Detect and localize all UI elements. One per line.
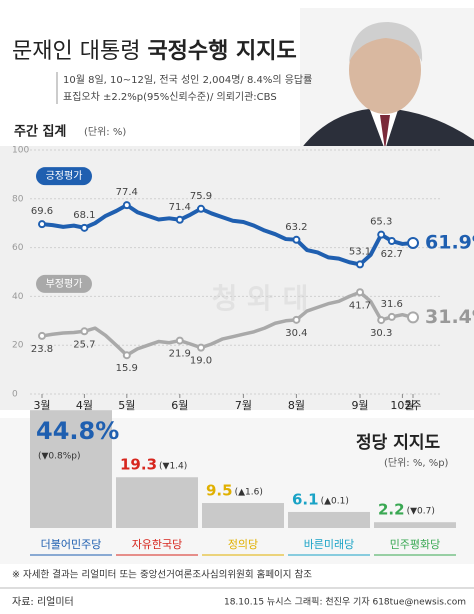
category-label: 더불어민주당 xyxy=(41,538,102,551)
value-label: 65.3 xyxy=(370,217,392,228)
point-marker xyxy=(292,235,301,244)
value-label: 69.6 xyxy=(31,206,53,217)
point-marker xyxy=(38,220,46,229)
x-tick-label: 6월 xyxy=(171,399,188,412)
point-marker xyxy=(356,260,364,269)
y-tick-label: 20 xyxy=(12,341,24,351)
x-tick-label: 5월 xyxy=(118,399,135,412)
title-light: 문재인 대통령 xyxy=(12,39,140,64)
y-tick-label: 60 xyxy=(12,243,24,253)
value-label: 68.1 xyxy=(73,210,95,221)
value-label: 41.7 xyxy=(349,300,371,311)
x-tick-label: 10월 xyxy=(390,399,414,412)
point-marker xyxy=(197,204,205,213)
point-marker xyxy=(407,236,419,249)
point-marker xyxy=(175,215,184,224)
value-label: 23.8 xyxy=(31,344,53,355)
category-label: 정의당 xyxy=(228,538,258,551)
point-marker xyxy=(122,201,131,210)
series-line xyxy=(41,203,414,267)
value-label: 15.9 xyxy=(116,363,138,374)
bar-unit: (단위: %, %p) xyxy=(384,456,449,469)
legend-label: 부정평가 xyxy=(46,278,83,290)
point-marker xyxy=(387,312,396,321)
value-label: 9.5 xyxy=(206,482,233,500)
bar xyxy=(374,522,456,528)
legend-badge xyxy=(36,274,92,293)
value-label: 44.8% xyxy=(36,417,119,445)
point-marker xyxy=(377,316,386,325)
line-title: 주간 집계 xyxy=(14,124,66,140)
point-marker xyxy=(292,315,301,324)
category-label: 민주평화당 xyxy=(390,538,441,551)
value-label: 21.9 xyxy=(169,349,191,360)
source: 자료: 리얼미터 xyxy=(12,596,74,608)
point-marker xyxy=(175,336,184,345)
title-bold: 국정수행 지지도 xyxy=(147,39,296,64)
note: ※ 자세한 결과는 리얼미터 또는 중앙선거여론조사심의위원회 홈페이지 참조 xyxy=(12,569,312,581)
category-label: 바른미래당 xyxy=(304,538,355,551)
bar xyxy=(116,477,198,528)
change-label: (▲0.1) xyxy=(321,496,349,506)
credit: 18.10.15 뉴시스 그래픽: 천진우 기자 618tue@newsis.c… xyxy=(224,597,466,608)
x-tick-label: 2주 xyxy=(404,399,421,412)
y-tick-label: 40 xyxy=(12,292,24,302)
point-marker xyxy=(387,237,396,246)
value-label: 77.4 xyxy=(116,187,138,198)
point-marker xyxy=(377,230,386,239)
change-label: (▼1.4) xyxy=(159,462,187,472)
point-marker xyxy=(356,288,364,297)
bar xyxy=(288,511,370,528)
point-marker xyxy=(122,351,131,360)
line-unit: (단위: %) xyxy=(84,125,126,138)
value-label: 71.4 xyxy=(169,202,191,213)
point-marker xyxy=(407,311,419,324)
value-label: 75.9 xyxy=(190,191,212,202)
legend-label: 긍정평가 xyxy=(46,170,83,182)
point-marker xyxy=(80,223,89,232)
value-label: 31.4% xyxy=(425,306,474,328)
y-tick-label: 100 xyxy=(12,146,29,156)
change-label: (▲1.6) xyxy=(235,488,263,498)
x-tick-label: 3월 xyxy=(33,399,50,412)
value-label: 30.4 xyxy=(285,328,307,339)
category-label: 자유한국당 xyxy=(132,538,183,551)
y-tick-label: 0 xyxy=(12,390,18,400)
point-marker xyxy=(197,343,205,352)
x-tick-label: 8월 xyxy=(288,399,305,412)
subtitle: 표집오차 ±2.2%p(95%신뢰수준)/ 의뢰기관:CBS xyxy=(63,91,277,103)
value-label: 30.3 xyxy=(370,328,392,339)
point-marker xyxy=(38,331,46,340)
bar xyxy=(202,503,284,528)
value-label: 6.1 xyxy=(292,490,319,508)
x-tick-label: 7월 xyxy=(235,399,252,412)
value-label: 19.3 xyxy=(120,456,157,474)
x-tick-label: 4월 xyxy=(76,399,93,412)
watermark: 청 와 대 xyxy=(212,282,309,315)
value-label: 61.9% xyxy=(425,231,474,253)
value-label: 62.7 xyxy=(381,249,403,260)
value-label: 63.2 xyxy=(285,222,307,233)
value-label: 53.1 xyxy=(349,246,371,257)
change-label: (▼0.7) xyxy=(407,507,435,517)
value-label: 19.0 xyxy=(190,356,212,367)
title: 문재인 대통령 국정수행 지지도 xyxy=(12,39,297,64)
series-line xyxy=(41,290,414,357)
change-label: (▼0.8%p) xyxy=(38,452,81,462)
point-marker xyxy=(80,327,89,336)
value-label: 31.6 xyxy=(381,299,403,310)
value-label: 2.2 xyxy=(378,501,405,519)
bar-title: 정당 지지도 xyxy=(356,433,440,453)
y-tick-label: 80 xyxy=(12,194,24,204)
legend-badge xyxy=(36,167,92,186)
portrait xyxy=(300,8,474,150)
value-label: 25.7 xyxy=(73,339,95,350)
subtitle: 10월 8일, 10~12일, 전국 성인 2,004명/ 8.4%의 응답률 xyxy=(63,74,312,86)
x-tick-label: 9월 xyxy=(351,399,368,412)
bar xyxy=(30,410,112,528)
